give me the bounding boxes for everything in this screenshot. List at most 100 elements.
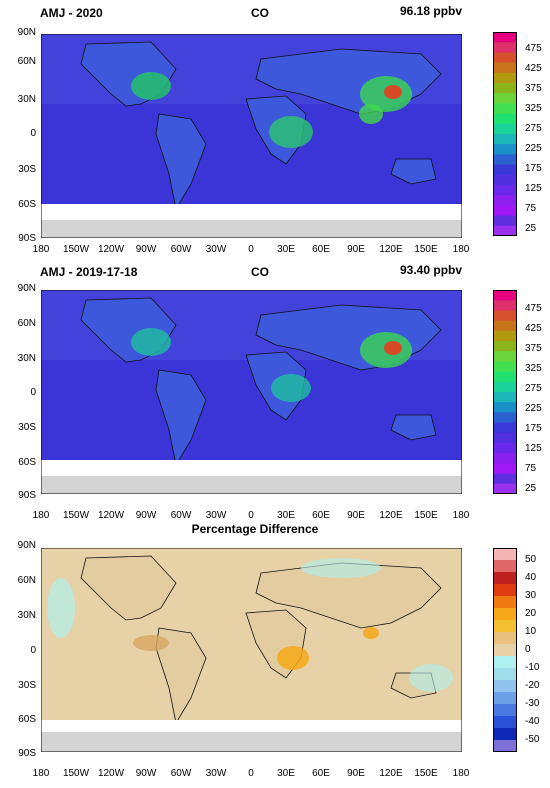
colorbar-swatch bbox=[493, 52, 517, 64]
colorbar-swatch bbox=[493, 608, 517, 621]
cb3-label-0: 0 bbox=[525, 644, 531, 655]
cb2-label-125: 125 bbox=[525, 443, 542, 454]
cb1-label-475: 475 bbox=[525, 43, 542, 54]
panel3-lat-60n: 60N bbox=[17, 575, 36, 586]
colorbar-swatch bbox=[493, 692, 517, 705]
panel1-lat-90n: 90N bbox=[17, 27, 36, 38]
colorbar-swatch bbox=[493, 310, 517, 322]
diff-colorbar bbox=[493, 548, 517, 752]
panel3-lon-30w: 30W bbox=[205, 768, 227, 779]
colorbar-swatch bbox=[493, 704, 517, 717]
cb3-label-minus40: -40 bbox=[525, 716, 540, 727]
panel3-lon-90w: 90W bbox=[135, 768, 157, 779]
colorbar-swatch bbox=[493, 432, 517, 444]
panel3-lat-90n: 90N bbox=[17, 540, 36, 551]
cb3-label-minus30: -30 bbox=[525, 698, 540, 709]
panel1-lon-90e: 90E bbox=[347, 244, 365, 255]
panel2-lat-60s: 60S bbox=[18, 457, 36, 468]
panel1-lon-60e: 60E bbox=[312, 244, 330, 255]
colorbar-swatch bbox=[493, 740, 517, 752]
co-max-china bbox=[384, 85, 402, 99]
panel2-lon-30e: 30E bbox=[277, 510, 295, 521]
panel3-lon-120e: 120E bbox=[379, 768, 403, 779]
colorbar-swatch bbox=[493, 113, 517, 125]
co-colorbar-2 bbox=[493, 290, 517, 494]
panel3-lat-30n: 30N bbox=[17, 610, 36, 621]
colorbar-swatch bbox=[493, 174, 517, 186]
cb1-label-375: 375 bbox=[525, 83, 542, 94]
panel1-lat-60s: 60S bbox=[18, 199, 36, 210]
colorbar-swatch bbox=[493, 716, 517, 729]
colorbar-swatch bbox=[493, 473, 517, 485]
panel1-lon-150e: 150E bbox=[414, 244, 438, 255]
antarctica bbox=[41, 220, 462, 238]
colorbar-swatch bbox=[493, 392, 517, 403]
panel3-lon-90e: 90E bbox=[347, 768, 365, 779]
cb1-label-425: 425 bbox=[525, 63, 542, 74]
panel3-title: Percentage Difference bbox=[191, 522, 319, 536]
map-panel-3 bbox=[41, 548, 462, 752]
panel2-lat-0: 0 bbox=[30, 387, 36, 398]
panel2-title-center: CO bbox=[251, 265, 269, 279]
cb3-label-minus50: -50 bbox=[525, 734, 540, 745]
co-colorbar-1 bbox=[493, 32, 517, 236]
colorbar-swatch bbox=[493, 361, 517, 373]
panel2-lon-90w: 90W bbox=[135, 510, 157, 521]
panel2-lon-120w: 120W bbox=[97, 510, 125, 521]
cb3-label-minus10: -10 bbox=[525, 662, 540, 673]
colorbar-swatch bbox=[493, 341, 517, 352]
cb3-label-10: 10 bbox=[525, 626, 537, 637]
co-hotspot-namerica bbox=[131, 72, 171, 100]
cb2-label-75: 75 bbox=[525, 463, 537, 474]
colorbar-swatch bbox=[493, 422, 517, 434]
colorbar-swatch bbox=[493, 351, 517, 362]
colorbar-swatch bbox=[493, 290, 517, 301]
panel1-lon-60w: 60W bbox=[170, 244, 192, 255]
panel3-lon-30e: 30E bbox=[277, 768, 295, 779]
panel1-lon-150w: 150W bbox=[62, 244, 90, 255]
colorbar-swatch bbox=[493, 560, 517, 573]
colorbar-swatch bbox=[493, 656, 517, 669]
colorbar-swatch bbox=[493, 402, 517, 413]
colorbar-swatch bbox=[493, 320, 517, 332]
panel2-title-right: 93.40 ppbv bbox=[400, 263, 463, 277]
panel3-lon-120w: 120W bbox=[97, 768, 125, 779]
colorbar-swatch bbox=[493, 62, 517, 74]
panel3-lon-180w: 180 bbox=[32, 768, 50, 779]
cb2-label-425: 425 bbox=[525, 323, 542, 334]
panel3-lon-150e: 150E bbox=[414, 768, 438, 779]
panel1-lon-30e: 30E bbox=[277, 244, 295, 255]
cb1-label-325: 325 bbox=[525, 103, 542, 114]
panel2-title-left: AMJ - 2019-17-18 bbox=[40, 265, 138, 279]
panel2-lon-150e: 150E bbox=[414, 510, 438, 521]
cb2-label-225: 225 bbox=[525, 403, 542, 414]
panel2-lon-150w: 150W bbox=[62, 510, 90, 521]
panel1-lon-30w: 30W bbox=[205, 244, 227, 255]
panel1-lon-0: 0 bbox=[248, 244, 254, 255]
co-hotspot-africa bbox=[269, 116, 313, 148]
missing-data-band bbox=[41, 204, 462, 220]
colorbar-swatch bbox=[493, 164, 517, 176]
colorbar-swatch bbox=[493, 680, 517, 693]
panel1-lon-180e: 180 bbox=[452, 244, 470, 255]
panel1-lon-120w: 120W bbox=[97, 244, 125, 255]
colorbar-swatch bbox=[493, 483, 517, 494]
panel3-lon-60w: 60W bbox=[170, 768, 192, 779]
map-panel-1 bbox=[41, 34, 462, 238]
cb2-label-175: 175 bbox=[525, 423, 542, 434]
panel2-lon-60e: 60E bbox=[312, 510, 330, 521]
colorbar-swatch bbox=[493, 620, 517, 633]
panel2-lat-60n: 60N bbox=[17, 318, 36, 329]
colorbar-swatch bbox=[493, 443, 517, 454]
panel1-title-center: CO bbox=[251, 6, 269, 20]
panel1-lat-90s: 90S bbox=[18, 233, 36, 244]
colorbar-swatch bbox=[493, 371, 517, 383]
panel2-lon-0: 0 bbox=[248, 510, 254, 521]
panel3-lon-180e: 180 bbox=[452, 768, 470, 779]
cb1-label-225: 225 bbox=[525, 143, 542, 154]
panel1-title-right: 96.18 ppbv bbox=[400, 4, 463, 18]
panel3-lat-60s: 60S bbox=[18, 714, 36, 725]
cb3-label-minus20: -20 bbox=[525, 680, 540, 691]
colorbar-swatch bbox=[493, 93, 517, 104]
colorbar-swatch bbox=[493, 381, 517, 393]
